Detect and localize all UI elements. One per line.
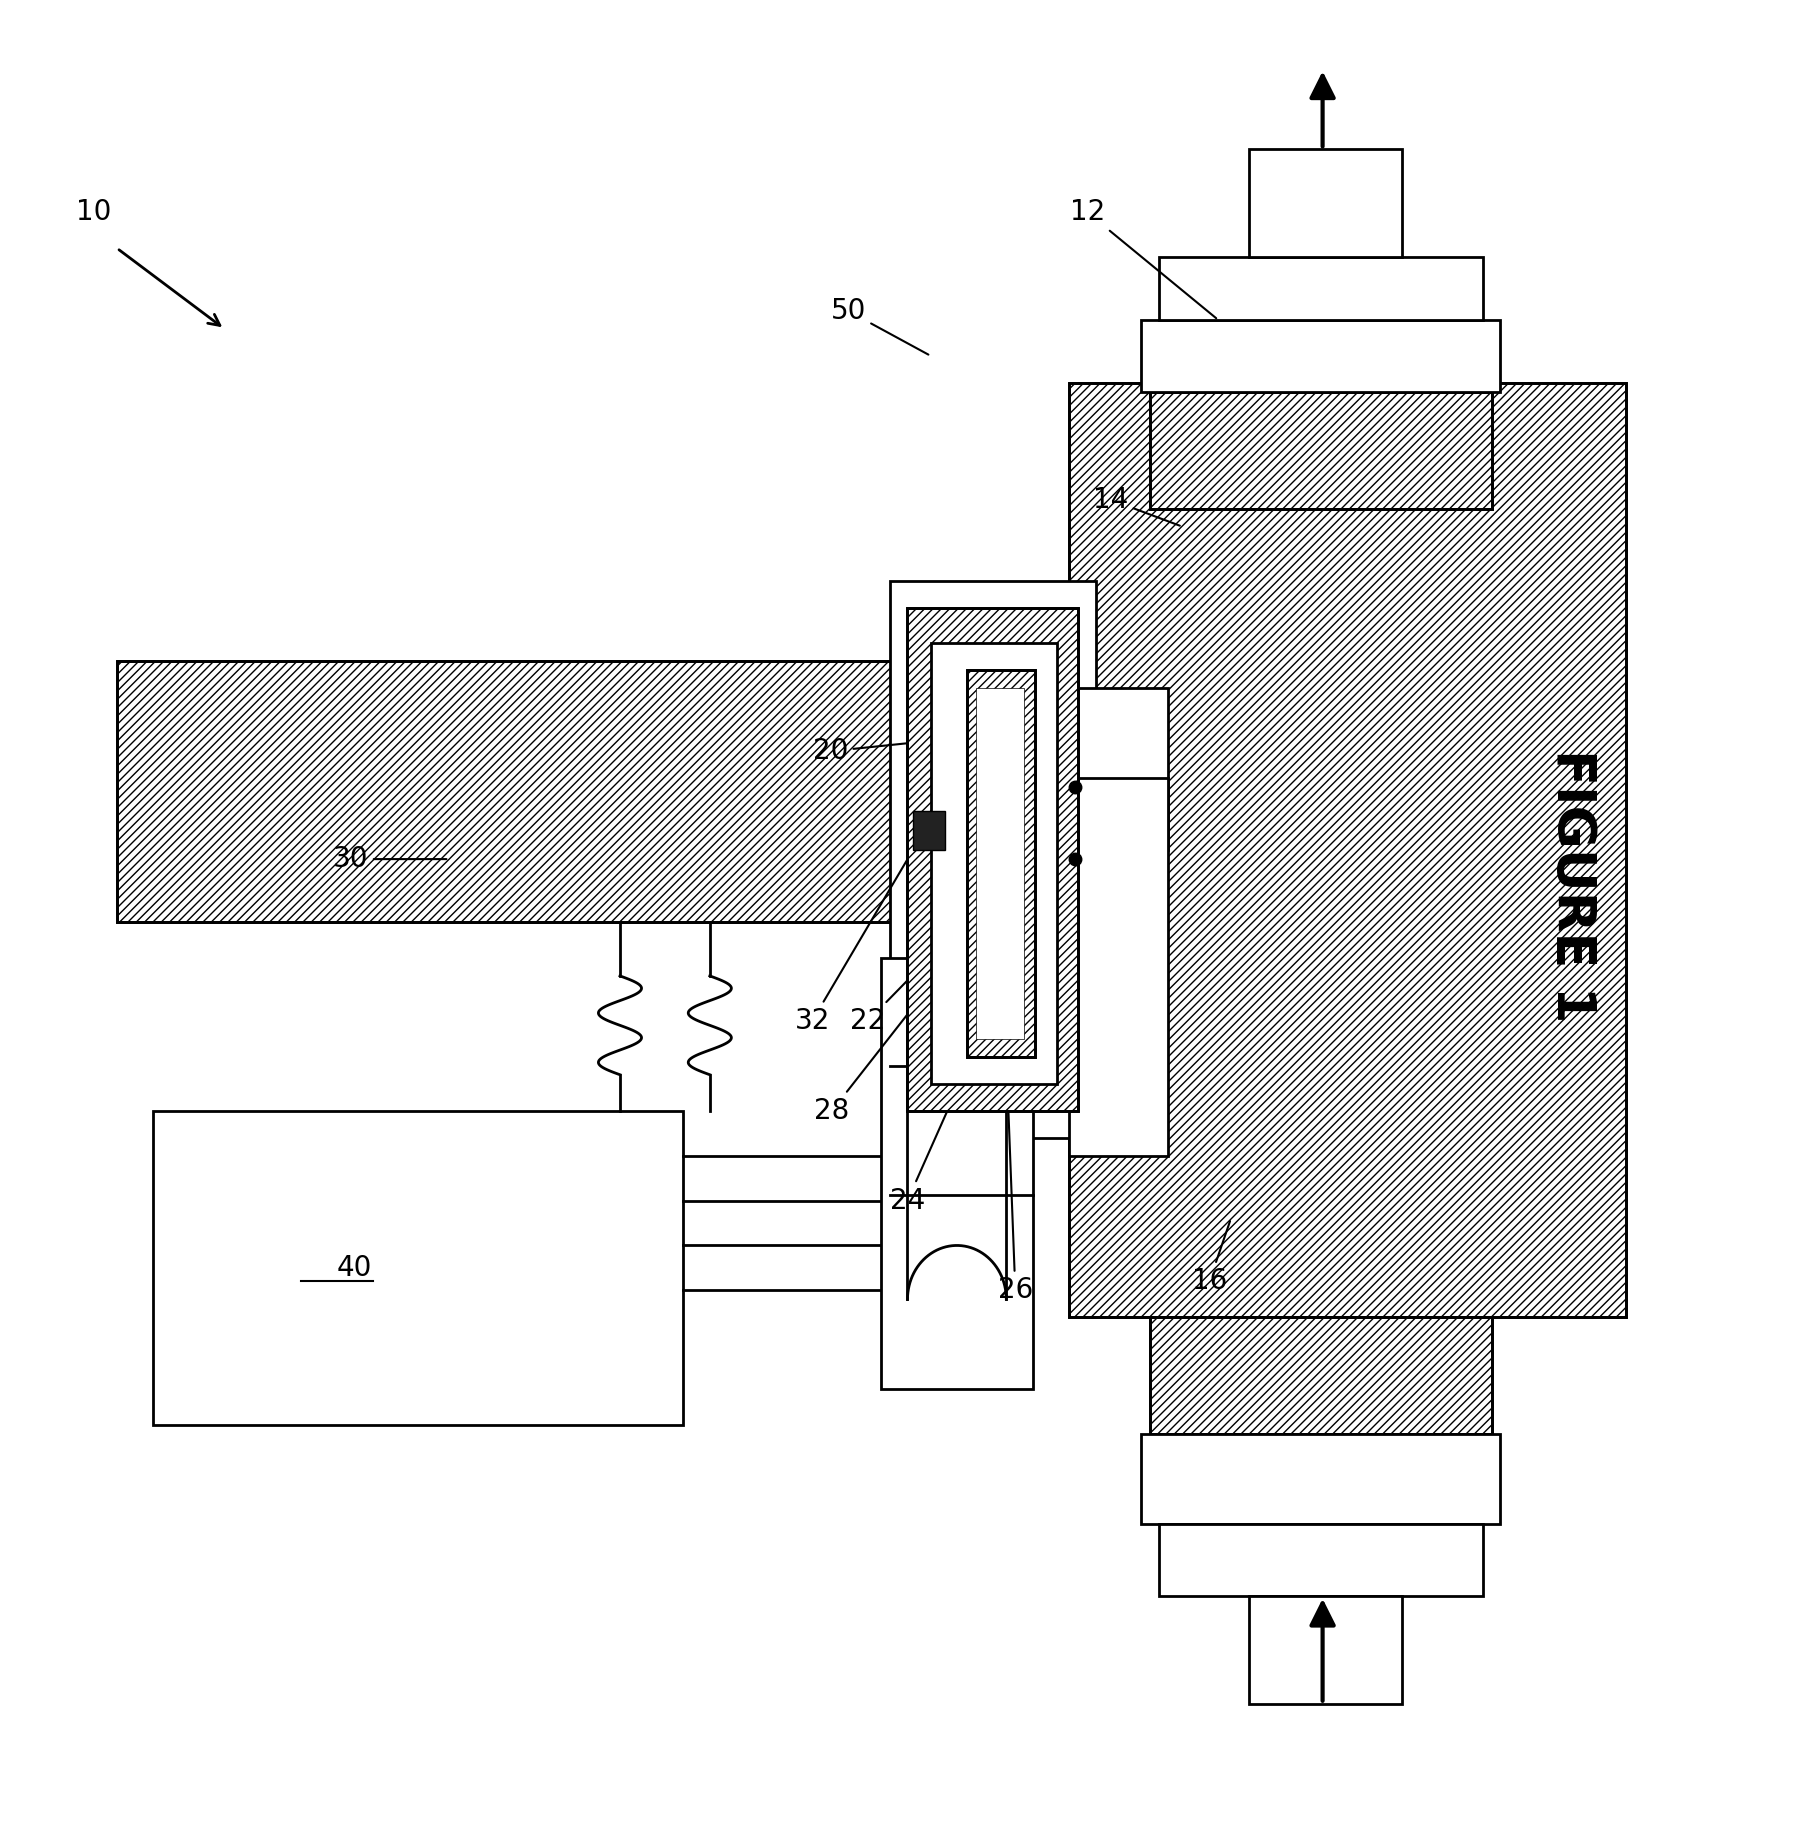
Bar — [1069, 384, 1626, 1317]
Bar — [1159, 1523, 1483, 1595]
Bar — [1141, 321, 1500, 393]
Bar — [881, 957, 1033, 1389]
Bar — [967, 671, 1035, 1057]
Bar — [1249, 149, 1402, 256]
Bar — [1141, 1435, 1500, 1523]
Bar — [117, 662, 916, 922]
Bar — [1159, 256, 1483, 321]
Bar — [967, 671, 1035, 1057]
Text: 12: 12 — [1069, 197, 1217, 319]
Bar — [907, 607, 1078, 1110]
Text: 28: 28 — [814, 1005, 915, 1125]
Text: 24: 24 — [890, 1042, 978, 1215]
Bar — [1150, 1317, 1492, 1435]
Bar — [890, 581, 1096, 1138]
Bar — [1249, 1595, 1402, 1704]
Text: 40: 40 — [336, 1254, 372, 1282]
Bar — [913, 811, 945, 850]
Text: 30: 30 — [332, 845, 446, 872]
Bar — [1150, 393, 1492, 509]
Text: 16: 16 — [1191, 1221, 1229, 1294]
Bar — [1069, 778, 1168, 1156]
Bar — [907, 607, 1078, 1110]
Text: 10: 10 — [75, 197, 111, 227]
Text: 20: 20 — [812, 738, 913, 765]
Bar — [153, 1110, 683, 1425]
Text: 26: 26 — [997, 1060, 1033, 1304]
Bar — [1069, 384, 1626, 1317]
Text: 50: 50 — [830, 297, 929, 354]
Bar — [1150, 1317, 1492, 1435]
Bar — [976, 688, 1024, 1038]
Text: 14: 14 — [1093, 485, 1181, 526]
Bar — [1069, 688, 1168, 850]
Bar — [931, 644, 1057, 1084]
Bar — [117, 662, 916, 922]
Bar — [1150, 393, 1492, 509]
Text: 22: 22 — [850, 942, 945, 1034]
Text: FIGURE 1: FIGURE 1 — [1547, 749, 1598, 1023]
Text: 32: 32 — [794, 852, 911, 1034]
